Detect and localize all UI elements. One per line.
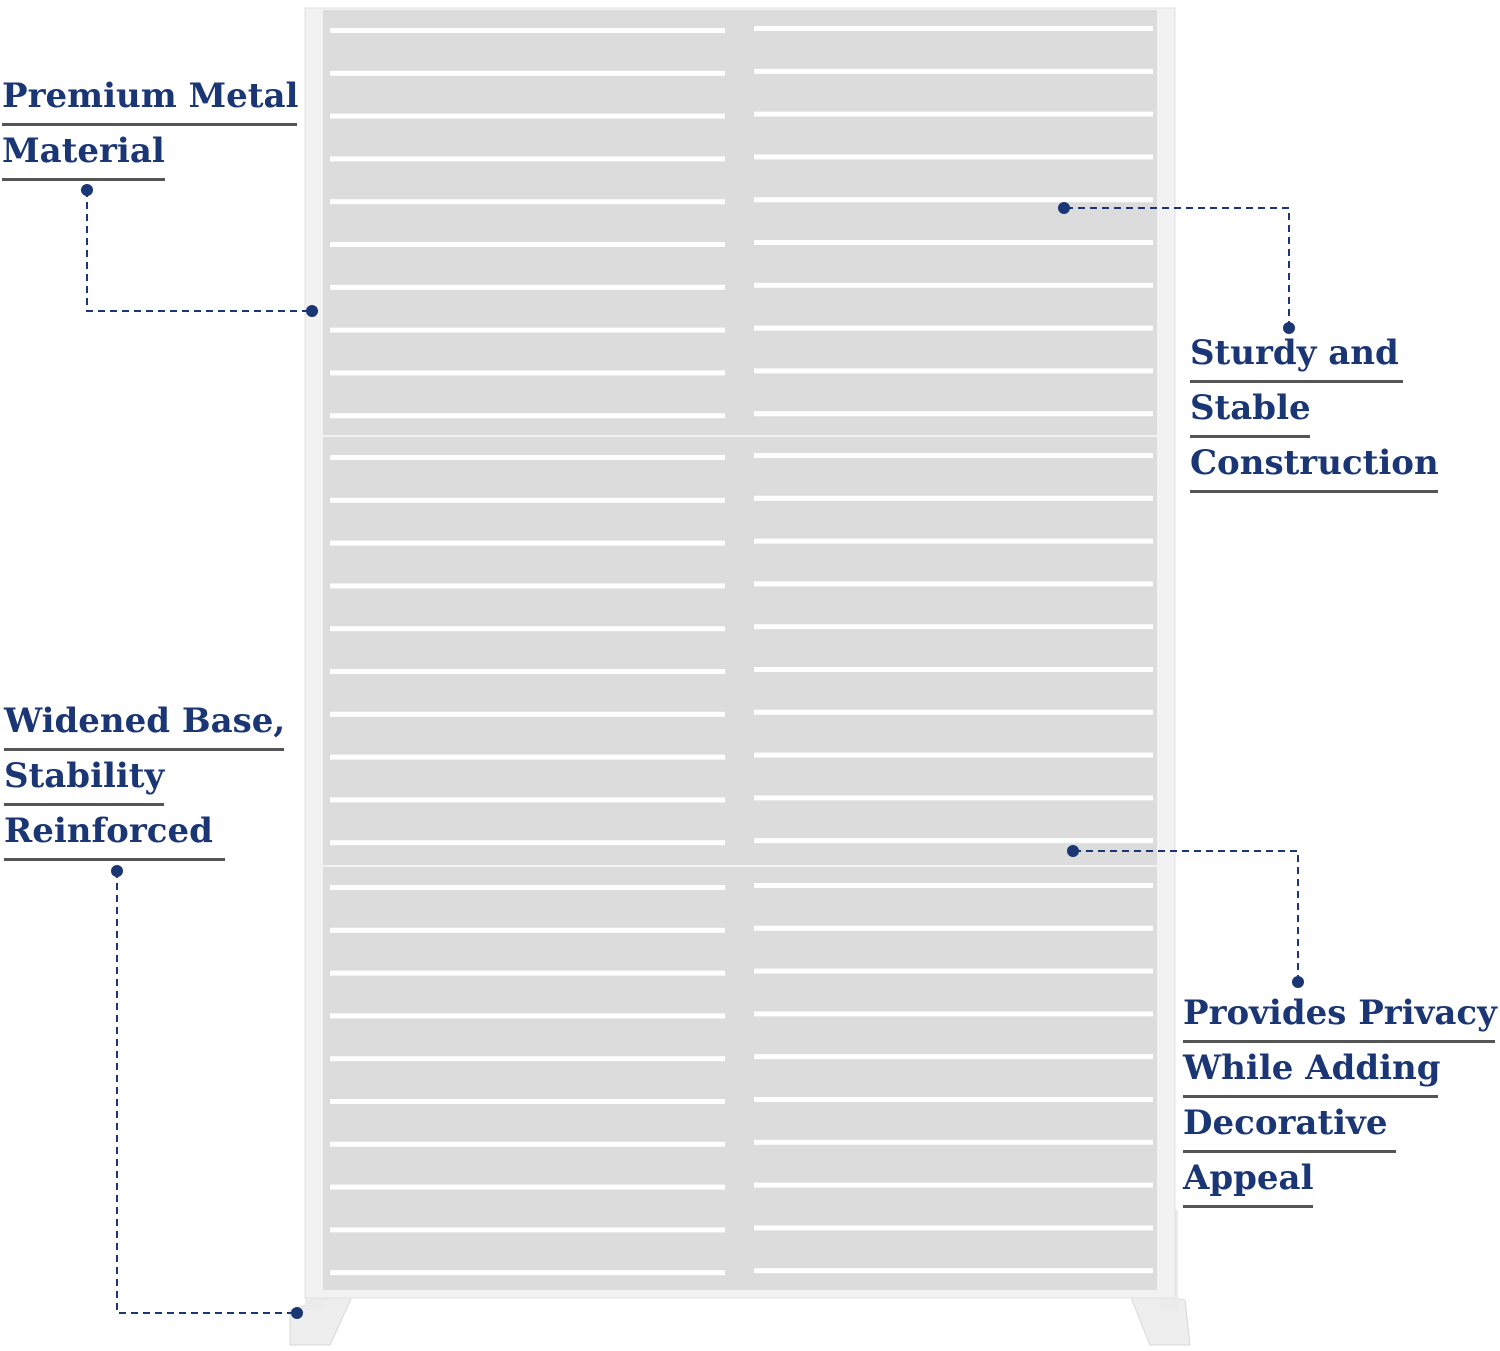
slat-right (754, 538, 1153, 544)
slat-left (330, 797, 725, 803)
slat-left (330, 242, 725, 247)
callout-dot (1067, 845, 1079, 857)
slat-left (330, 284, 725, 290)
slat-left (330, 970, 725, 976)
callout-line: Material (2, 126, 165, 181)
slat-right (754, 838, 1153, 844)
slat-right (754, 795, 1153, 801)
slat-left (330, 1056, 725, 1062)
callout-sturdy-stable-construction: Sturdy and Stable Construction (1190, 328, 1439, 493)
callout-line: Stable (1190, 383, 1311, 438)
slat-left (330, 840, 725, 846)
slat-right (754, 111, 1153, 117)
slat-right (754, 968, 1153, 974)
slat-left (330, 754, 725, 760)
slat-left (330, 455, 725, 460)
slat-left (330, 28, 725, 33)
slat-left (330, 497, 725, 503)
slat-right (754, 325, 1153, 331)
slat-right (754, 1182, 1153, 1188)
slat-right (754, 925, 1153, 931)
slat-right (754, 240, 1153, 245)
callout-line: Reinforced (4, 806, 225, 861)
callout-dot (111, 865, 123, 877)
panel-section-3 (323, 867, 1157, 1290)
slat-right (754, 68, 1153, 74)
slat-left (330, 1013, 725, 1019)
slat-right (754, 1139, 1153, 1145)
slat-right (754, 1225, 1153, 1231)
slat-left (330, 583, 725, 589)
slat-right (754, 282, 1153, 288)
callout-connector-1 (86, 190, 312, 312)
slat-right (754, 581, 1153, 587)
callout-connector-4 (1073, 850, 1299, 982)
slat-left (330, 370, 725, 376)
callout-line: Widened Base, (4, 696, 285, 751)
callout-line: Appeal (1183, 1153, 1314, 1208)
slat-left (330, 413, 725, 419)
slat-right (754, 752, 1153, 758)
slat-right (754, 1011, 1153, 1017)
callout-dot (81, 184, 93, 196)
slat-right (754, 667, 1153, 672)
slat-left (330, 70, 725, 76)
callout-dot (1292, 976, 1304, 988)
slat-left (330, 1099, 725, 1104)
callout-provides-privacy: Provides Privacy While Adding Decorative… (1183, 988, 1497, 1208)
callout-connector-2 (1064, 207, 1290, 328)
slat-right (754, 495, 1153, 501)
callout-dot (1058, 202, 1070, 214)
callout-widened-base: Widened Base, Stability Reinforced (4, 696, 285, 861)
slat-right (754, 1268, 1153, 1274)
slat-right (754, 197, 1153, 203)
slat-left (330, 669, 725, 674)
slat-left (330, 540, 725, 546)
callout-line: Sturdy and (1190, 328, 1403, 383)
callout-line: Provides Privacy (1183, 988, 1497, 1043)
slat-left (330, 113, 725, 119)
slat-left (330, 1184, 725, 1190)
slat-right (754, 1054, 1153, 1060)
slat-left (330, 927, 725, 933)
slat-right (754, 453, 1153, 458)
callout-line: Premium Metal (2, 71, 298, 126)
panel-section-2 (323, 437, 1157, 865)
slat-left (330, 626, 725, 632)
slat-left (330, 156, 725, 162)
slat-left (330, 1141, 725, 1147)
callout-line: Construction (1190, 438, 1439, 493)
slat-left (330, 199, 725, 205)
panel-section-1 (323, 10, 1157, 435)
callout-dot (291, 1307, 303, 1319)
callout-line: Stability (4, 751, 164, 806)
slat-right (754, 883, 1153, 888)
callout-connector-3 (116, 871, 297, 1314)
slat-left (330, 711, 725, 717)
slat-left (330, 885, 725, 890)
callout-line: While Adding (1183, 1043, 1441, 1098)
slat-right (754, 411, 1153, 417)
slat-left (330, 1270, 725, 1276)
slat-right (754, 709, 1153, 715)
slat-right (754, 26, 1153, 31)
slat-right (754, 368, 1153, 374)
callout-dot (1283, 322, 1295, 334)
slat-left (330, 327, 725, 333)
callout-premium-metal-material: Premium Metal Material (2, 71, 298, 181)
slat-right (754, 624, 1153, 630)
slat-left (330, 1227, 725, 1233)
slat-right (754, 1097, 1153, 1102)
slat-right (754, 154, 1153, 160)
callout-line: Decorative (1183, 1098, 1396, 1153)
callout-dot (306, 305, 318, 317)
